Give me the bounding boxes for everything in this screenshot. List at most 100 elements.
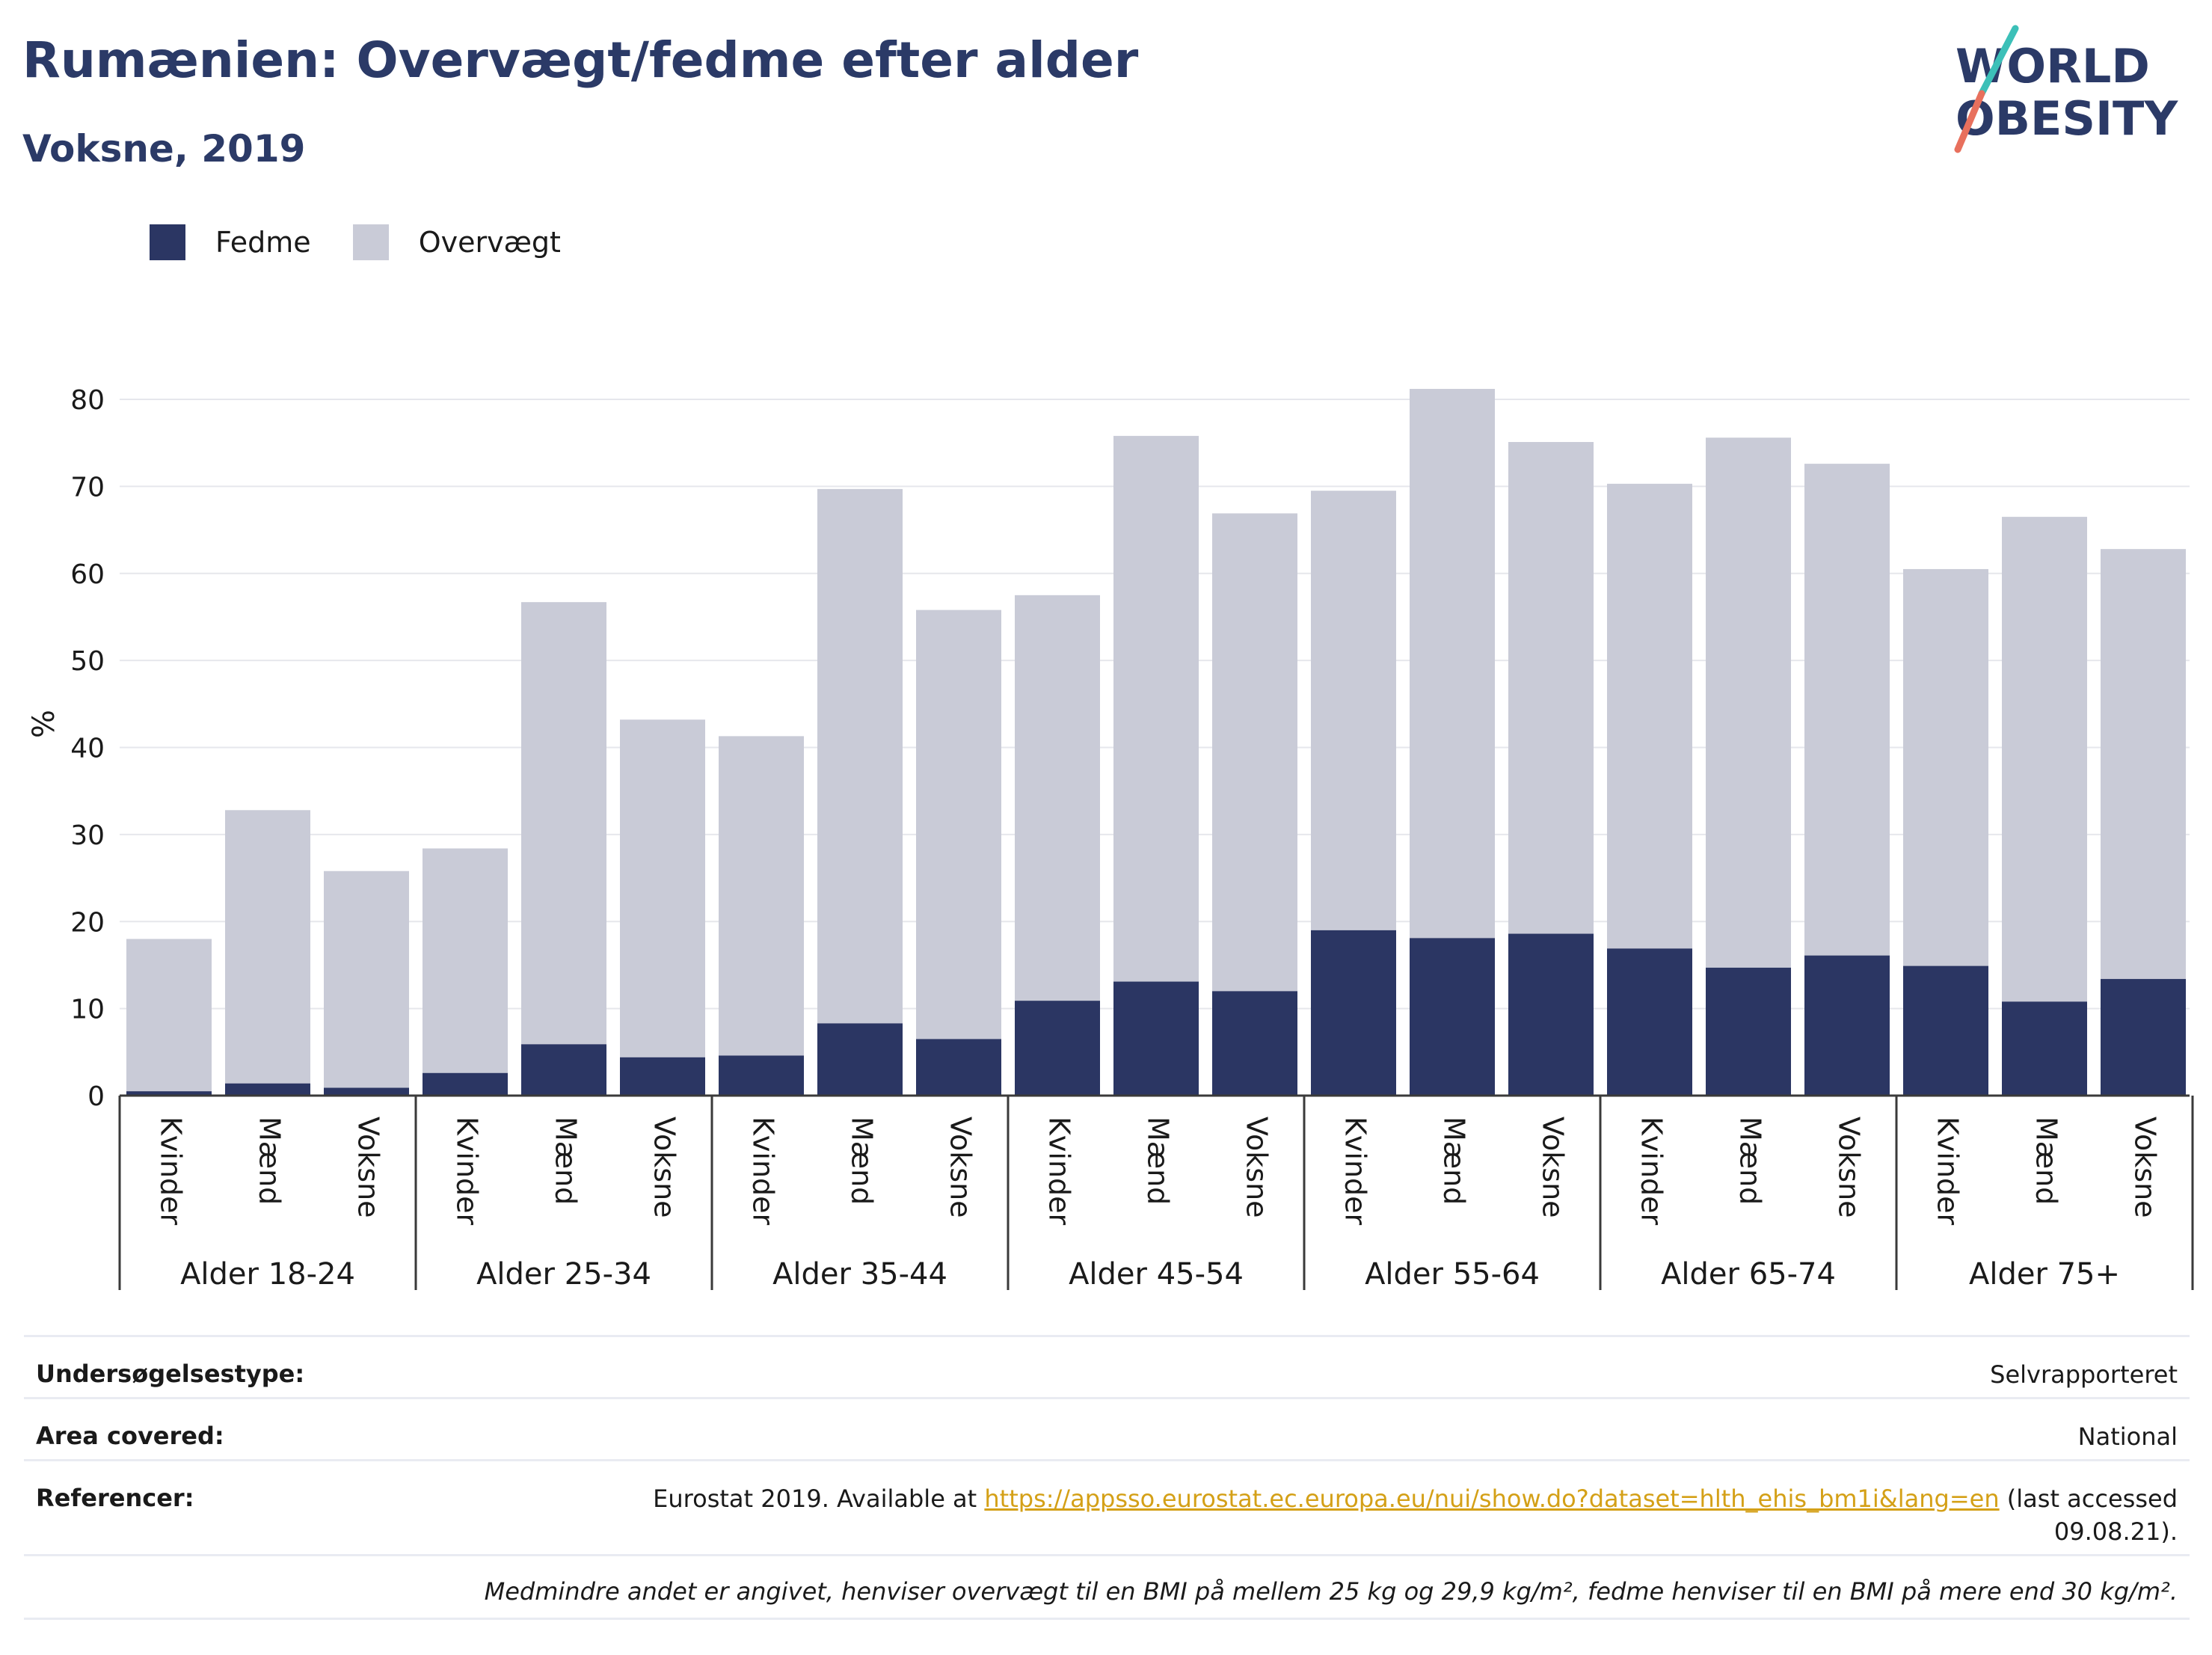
bar-fedme [1015, 1001, 1100, 1096]
y-tick-label: 30 [70, 820, 105, 851]
bar-overvaegt [620, 719, 705, 1057]
bar-overvaegt [2101, 549, 2186, 980]
bar-fedme [1706, 967, 1791, 1096]
reference-link[interactable]: https://appsso.eurostat.ec.europa.eu/nui… [984, 1484, 2000, 1513]
x-category-label: Kvinder [1043, 1117, 1076, 1226]
x-category-label: Voksne [1241, 1117, 1274, 1218]
x-group-label: Alder 55-64 [1365, 1257, 1540, 1292]
bar-overvaegt [1311, 491, 1396, 930]
bar-overvaegt [126, 939, 212, 1092]
y-tick-label: 0 [87, 1081, 105, 1112]
x-group-label: Alder 75+ [1969, 1257, 2120, 1292]
bar-overvaegt [521, 602, 606, 1045]
bar-overvaegt [2002, 517, 2087, 1002]
x-group-label: Alder 65-74 [1661, 1257, 1836, 1292]
bar-fedme [324, 1087, 409, 1096]
reference-date: 09.08.21). [2053, 1517, 2178, 1546]
x-group-label: Alder 45-54 [1069, 1257, 1244, 1292]
bar-overvaegt [1113, 435, 1199, 982]
bar-fedme [817, 1023, 903, 1096]
bar-overvaegt [1607, 483, 1692, 949]
bar-fedme [1903, 965, 1988, 1096]
legend-item-fedme: Fedme [150, 224, 311, 260]
area-covered-value: National [2077, 1422, 2178, 1451]
bar-fedme [719, 1055, 804, 1096]
logo-teal-stroke [1978, 25, 2019, 97]
y-tick-label: 40 [70, 734, 105, 764]
y-tick-label: 50 [70, 646, 105, 677]
info-row-area: Area covered: National [24, 1397, 2190, 1459]
logo-text-obesity: OBESITY [1956, 91, 2178, 146]
bar-fedme [2101, 979, 2186, 1096]
chart-subtitle: Voksne, 2019 [22, 127, 306, 171]
legend-label-overvaegt: Overvægt [418, 226, 561, 259]
world-obesity-logo: WORLD OBESITY [1954, 25, 2178, 153]
bar-overvaegt [1706, 437, 1791, 968]
bar-fedme [1113, 981, 1199, 1096]
bar-fedme [620, 1057, 705, 1096]
references-value: Eurostat 2019. Available at https://apps… [24, 1461, 2190, 1548]
reference-suffix: (last accessed [1999, 1484, 2178, 1513]
x-category-label: Mænd [1142, 1117, 1175, 1205]
bar-fedme [2002, 1001, 2087, 1096]
info-table: Undersøgelsestype: Selvrapporteret Area … [24, 1335, 2190, 1620]
info-row-note: Medmindre andet er angivet, henviser ove… [24, 1554, 2190, 1620]
bar-overvaegt [1804, 464, 1890, 956]
info-row-survey: Undersøgelsestype: Selvrapporteret [24, 1335, 2190, 1397]
x-group-label: Alder 18-24 [180, 1257, 355, 1292]
bar-overvaegt [1903, 568, 1988, 966]
bar-fedme [1311, 930, 1396, 1096]
bar-overvaegt [1015, 595, 1100, 1001]
legend-swatch-overvaegt [352, 224, 389, 260]
bar-overvaegt [225, 810, 310, 1084]
x-category-label: Mænd [1438, 1117, 1471, 1205]
x-category-label: Kvinder [1635, 1117, 1668, 1226]
x-category-label: Mænd [2030, 1117, 2063, 1205]
bar-overvaegt [817, 488, 903, 1024]
x-category-label: Kvinder [747, 1117, 780, 1226]
y-tick-label: 20 [70, 907, 105, 938]
x-group-label: Alder 25-34 [476, 1257, 651, 1292]
bar-fedme [521, 1044, 606, 1096]
y-tick-label: 60 [70, 559, 105, 590]
legend-swatch-fedme [150, 224, 185, 260]
bar-fedme [1410, 938, 1495, 1096]
bar-overvaegt [324, 871, 409, 1088]
bar-fedme [423, 1072, 508, 1096]
bmi-footnote: Medmindre andet er angivet, henviser ove… [484, 1577, 2178, 1606]
x-category-label: Kvinder [155, 1117, 188, 1226]
x-category-label: Mænd [550, 1117, 583, 1205]
area-covered-label: Area covered: [36, 1422, 224, 1450]
x-category-label: Voksne [2129, 1117, 2162, 1218]
x-category-label: Mænd [254, 1117, 286, 1205]
logo-coral-stroke [1954, 90, 1985, 153]
y-tick-label: 10 [70, 995, 105, 1025]
y-tick-label: 80 [70, 385, 105, 416]
x-category-label: Mænd [846, 1117, 879, 1205]
legend-item-overvaegt: Overvægt [352, 224, 561, 260]
chart-legend: Fedme Overvægt [150, 221, 603, 263]
x-category-label: Voksne [1537, 1117, 1570, 1218]
y-tick-label: 70 [70, 472, 105, 503]
bar-fedme [126, 1091, 212, 1096]
bar-overvaegt [1410, 389, 1495, 939]
x-group-label: Alder 35-44 [772, 1257, 947, 1292]
bar-overvaegt [719, 736, 804, 1056]
x-category-label: Voksne [944, 1117, 977, 1218]
x-category-label: Kvinder [1932, 1117, 1964, 1226]
bar-overvaegt [1212, 513, 1297, 992]
bar-fedme [1212, 991, 1297, 1096]
x-category-label: Kvinder [451, 1117, 484, 1226]
reference-text: Eurostat 2019. Available at [653, 1484, 985, 1513]
bar-overvaegt [1508, 442, 1594, 934]
x-category-label: Voksne [1833, 1117, 1866, 1218]
x-category-label: Mænd [1734, 1117, 1767, 1205]
bar-fedme [1607, 948, 1692, 1096]
references-label: Referencer: [36, 1484, 194, 1512]
bar-chart: 0 10 20 30 40 50 60 70 80% Kvinder Mænd Voksne Alder… [27, 385, 2194, 1292]
bar-fedme [1804, 955, 1890, 1096]
x-category-label: Kvinder [1339, 1117, 1372, 1226]
info-row-references: Referencer: Eurostat 2019. Available at … [24, 1459, 2190, 1554]
bar-fedme [1508, 933, 1594, 1096]
survey-type-label: Undersøgelsestype: [36, 1360, 305, 1388]
